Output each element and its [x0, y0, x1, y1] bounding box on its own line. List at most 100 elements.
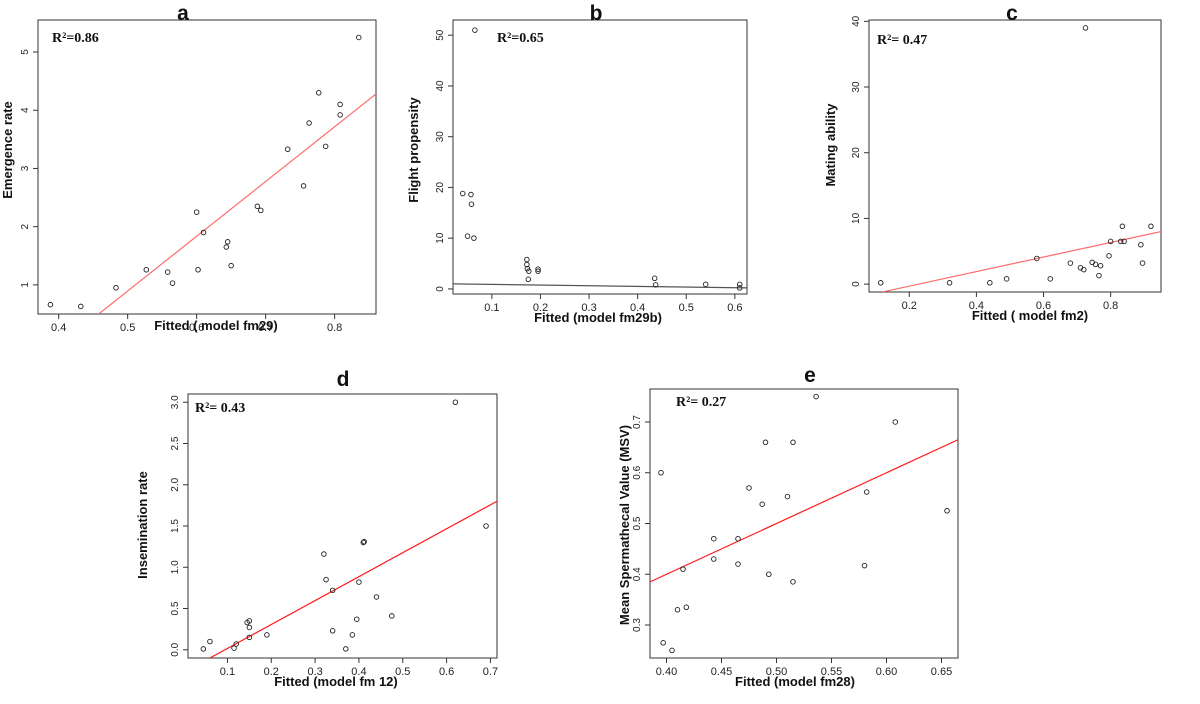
data-point [658, 469, 664, 476]
data-point [790, 439, 796, 446]
y-tick-label: 1.0 [170, 560, 181, 574]
y-tick-label: 10 [435, 232, 446, 244]
x-tick-label: 0.8 [1103, 300, 1118, 312]
y-tick-label: 2 [20, 223, 31, 229]
data-point [483, 523, 489, 529]
data-point [207, 638, 213, 645]
data-point [200, 229, 207, 236]
panel-letter: a [177, 2, 189, 25]
data-point [766, 571, 772, 578]
panel-letter: d [337, 368, 350, 391]
data-point [231, 645, 237, 651]
x-tick-label: 0.4 [351, 666, 366, 678]
x-tick-label: 0.4 [969, 300, 984, 312]
data-point [361, 538, 367, 545]
x-axis-title: Fitted (model fm 12) [274, 674, 398, 689]
data-point [535, 268, 541, 274]
y-tick-label: 0.6 [632, 465, 643, 479]
data-point [1119, 223, 1126, 230]
data-point [1138, 241, 1144, 248]
x-tick-label: 0.60 [876, 666, 897, 678]
x-tick-label: 0.1 [484, 302, 499, 314]
data-point [987, 280, 993, 286]
y-axis-title: Emergence rate [0, 101, 15, 199]
data-point [452, 399, 459, 406]
data-point [200, 646, 207, 652]
plot-frame [452, 19, 748, 295]
data-point [113, 285, 119, 291]
data-point [524, 256, 530, 263]
x-tick-label: 0.40 [656, 666, 677, 678]
regression-line [209, 500, 497, 658]
data-point [258, 207, 264, 214]
data-point [224, 239, 231, 245]
data-point [1097, 262, 1104, 269]
data-point [736, 285, 743, 291]
regression-line [453, 283, 747, 289]
data-point [784, 493, 791, 500]
x-tick-label: 0.45 [711, 666, 732, 678]
data-point [373, 594, 380, 600]
data-point [233, 641, 239, 647]
y-tick-label: 4 [20, 107, 31, 113]
panel-d: d R²= 0.43 0.1 0.2 0.3 0.4 0.5 0.6 0.7 0.0 0.5 1.0 1… [135, 368, 498, 689]
data-point [459, 190, 466, 197]
data-point [337, 101, 343, 108]
x-axis-title: Fitted (model fm29b) [534, 310, 662, 325]
plot-frame [37, 19, 377, 315]
panel-letter: b [590, 2, 603, 25]
data-point [356, 579, 362, 585]
data-point [169, 280, 176, 286]
x-tick-label: 0.4 [51, 322, 66, 334]
data-point [1148, 223, 1154, 230]
y-axis-title: Mating ability [823, 103, 838, 187]
y-tick-label: 50 [435, 29, 446, 41]
data-point [1107, 238, 1114, 245]
data-point [669, 647, 675, 654]
data-point [790, 579, 796, 585]
x-tick-label: 0.55 [821, 666, 842, 678]
data-point [651, 275, 658, 282]
data-point [1047, 276, 1053, 282]
data-point [735, 561, 741, 567]
data-point [1117, 238, 1124, 245]
x-tick-label: 0.4 [630, 302, 645, 314]
data-point [813, 393, 819, 400]
y-axis-title: Insemination rate [135, 471, 150, 579]
panel-letter: c [1006, 2, 1018, 25]
data-point [526, 268, 532, 274]
data-point [1081, 266, 1087, 273]
data-point [1082, 25, 1089, 31]
r-squared-label: R²=0.65 [497, 31, 544, 46]
y-tick-label: 0 [435, 286, 446, 292]
data-point [535, 266, 541, 272]
x-tick-label: 0.7 [258, 322, 273, 334]
data-point [264, 632, 270, 638]
data-point [877, 280, 884, 286]
regression-line [882, 230, 1161, 292]
y-axis-title: Mean Spermathecal Value (MSV) [617, 425, 632, 625]
x-tick-label: 0.7 [483, 666, 498, 678]
data-point [343, 646, 349, 652]
data-point [47, 301, 54, 308]
x-tick-label: 0.6 [727, 302, 742, 314]
data-point [306, 120, 312, 126]
r-squared-label: R²= 0.43 [195, 401, 245, 416]
data-point [323, 576, 329, 583]
y-tick-label: 20 [851, 147, 862, 159]
y-tick-label: 3.0 [170, 395, 181, 409]
data-point [861, 562, 868, 569]
y-tick-label: 0.3 [632, 618, 643, 632]
y-tick-label: 1 [20, 282, 31, 288]
data-point [472, 27, 478, 33]
data-point [674, 607, 681, 613]
data-point [321, 551, 327, 557]
data-point [683, 604, 690, 610]
x-tick-label: 0.65 [931, 666, 952, 678]
data-point [1092, 261, 1099, 268]
data-point [337, 112, 343, 118]
regression-line [650, 439, 958, 583]
y-tick-label: 3 [20, 165, 31, 171]
data-point [193, 209, 200, 215]
